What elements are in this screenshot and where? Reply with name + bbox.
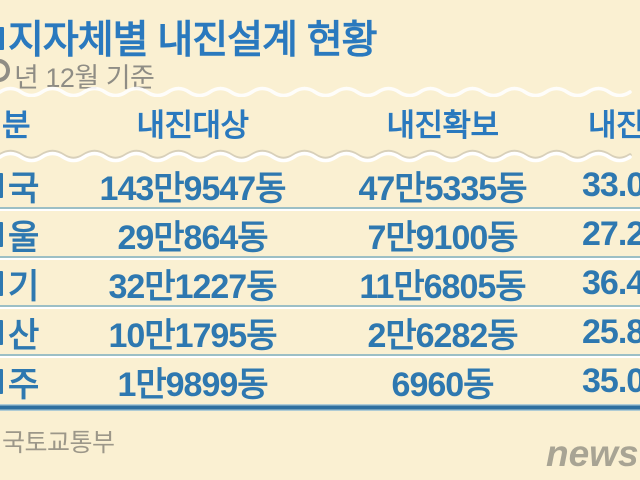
secured-cell: 7만9100동	[367, 219, 518, 257]
cut-glyph-fragment	[0, 320, 3, 345]
column-header-rate: 내진	[588, 108, 640, 143]
secured-cell: 2만6282동	[367, 317, 518, 355]
cut-glyph-fragment	[0, 222, 3, 247]
row-divider	[0, 305, 640, 309]
wavy-divider-top	[0, 86, 632, 97]
column-header-region: 분	[2, 108, 31, 143]
cut-glyph-fragment	[0, 271, 3, 296]
target-cell: 1만9899동	[117, 366, 268, 404]
region-cell: 기	[8, 268, 39, 306]
rate-cell: 25.8	[582, 313, 640, 351]
region-cell: 울	[8, 219, 39, 257]
cut-glyph-fragment	[0, 173, 3, 198]
target-cell: 32만1227동	[108, 268, 277, 306]
table-row: 울 29만864동 7만9100동 27.2	[0, 210, 640, 259]
table-header-row: 분 내진대상 내진확보 내진	[0, 100, 640, 145]
rate-cell: 36.4	[582, 264, 640, 302]
secured-cell: 11만6805동	[359, 268, 526, 306]
column-header-target: 내진대상	[136, 108, 249, 143]
row-divider	[0, 207, 640, 211]
column-header-secured: 내진확보	[386, 108, 499, 143]
row-divider	[0, 354, 640, 358]
wavy-divider-header	[0, 149, 632, 163]
region-cell: 산	[8, 317, 39, 355]
cut-glyph-fragment	[0, 59, 10, 82]
rate-cell: 27.2	[582, 215, 640, 253]
secured-cell: 47만5335동	[358, 170, 527, 208]
source-credit: 국토교통부	[2, 429, 115, 457]
table-row: 기 32만1227동 11만6805동 36.4	[0, 259, 640, 308]
target-cell: 29만864동	[117, 219, 268, 257]
cut-glyph-fragment	[0, 369, 3, 394]
secured-cell: 6960동	[391, 366, 495, 404]
cut-glyph-fragment	[0, 27, 4, 50]
rate-cell: 35.0	[582, 362, 640, 400]
row-divider	[0, 256, 640, 260]
target-cell: 143만9547동	[99, 170, 287, 208]
region-cell: 주	[8, 366, 39, 404]
table-row: 주 1만9899동 6960동 35.0	[0, 357, 640, 406]
table-bottom-rule	[0, 404, 640, 411]
target-cell: 10만1795동	[108, 317, 277, 355]
region-cell: 국	[8, 170, 39, 208]
page-title: 지자체별 내진설계 현황	[8, 19, 377, 62]
news-agency-watermark: news	[546, 433, 639, 474]
table-row: 산 10만1795동 2만6282동 25.8	[0, 308, 640, 357]
rate-cell: 33.0	[582, 166, 640, 204]
table-row: 국 143만9547동 47만5335동 33.0	[0, 161, 640, 210]
